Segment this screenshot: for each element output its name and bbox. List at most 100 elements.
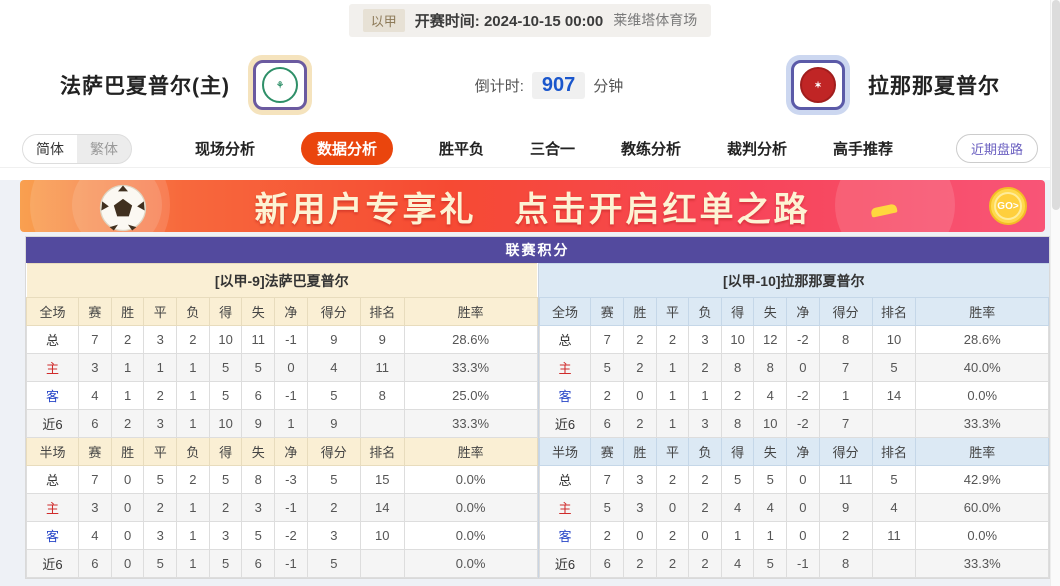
stat-cell: 2 (623, 353, 657, 382)
nav-tab-item[interactable]: 教练分析 (621, 141, 682, 158)
stat-cell: 5 (871, 353, 917, 382)
nav-tab-active[interactable]: 数据分析 (300, 132, 393, 165)
stat-cell: 10 (753, 409, 788, 438)
stat-cell: 0 (786, 465, 820, 494)
column-header-cell: 平 (143, 437, 178, 466)
column-header-cell: 排名 (871, 297, 917, 326)
stat-cell: 1 (176, 549, 210, 578)
column-header-cell: 赛 (590, 297, 625, 326)
home-logo-frame: ⚘ (253, 60, 307, 110)
stat-cell: 14 (359, 493, 405, 522)
stat-cell: 6 (78, 409, 112, 438)
nav-tab-item[interactable]: 裁判分析 (727, 141, 788, 158)
stat-cell: 5 (241, 521, 276, 550)
column-header-cell: 半场 (25, 437, 80, 466)
stat-cell: 2 (143, 381, 178, 410)
stat-cell: -1 (274, 549, 308, 578)
stat-cell: 2 (590, 381, 625, 410)
stat-cell: 6 (241, 381, 276, 410)
stat-cell: 4 (720, 549, 755, 578)
stat-cell: 2 (655, 465, 690, 494)
stat-cell: 9 (241, 409, 276, 438)
stat-cell: 6 (590, 549, 625, 578)
stat-cell: 1 (110, 353, 145, 382)
stat-cell: 1 (143, 353, 178, 382)
lang-simplified-option[interactable]: 简体 (23, 134, 77, 163)
column-header-cell: 得分 (306, 437, 361, 466)
stat-cell: 0 (655, 493, 690, 522)
row-label: 近6 (25, 409, 80, 438)
stat-cell: 5 (208, 465, 243, 494)
stat-cell: 6 (590, 409, 625, 438)
stat-cell: 4 (753, 493, 788, 522)
stat-cell: -1 (274, 381, 308, 410)
column-header-cell: 胜 (623, 297, 657, 326)
stat-cell: 3 (78, 353, 112, 382)
column-header-cell: 赛 (590, 437, 625, 466)
scrollbar[interactable] (1050, 0, 1060, 586)
row-label: 客 (538, 381, 592, 410)
nav-tab-item[interactable]: 高手推荐 (833, 141, 894, 158)
stat-cell: 2 (688, 353, 722, 382)
promo-banner[interactable]: 新用户专享礼 点击开启红单之路 GO> (20, 180, 1045, 232)
stat-cell: 5 (208, 381, 243, 410)
table-row: 主 3 1 1 1 5 5 0 4 11 33.3% (25, 353, 538, 382)
stat-cell: 14 (871, 381, 917, 410)
column-header-cell: 净 (274, 297, 308, 326)
countdown-unit: 分钟 (593, 77, 624, 95)
stat-cell: 1 (655, 353, 690, 382)
lang-traditional-option[interactable]: 繁体 (90, 140, 118, 157)
language-toggle[interactable]: 简体 繁体 (22, 133, 132, 164)
nav-tab-item[interactable]: 现场分析 (194, 141, 255, 158)
column-header-cell: 平 (655, 297, 690, 326)
stat-cell: 0.0% (915, 381, 1049, 410)
stat-cell: 7 (818, 353, 873, 382)
nav-bar: 简体 繁体 现场分析 数据分析 胜平负 三合一 教练分析 裁判分析 高手推荐 近期盘路 (0, 130, 1060, 168)
team-header-row: [以甲-9]法萨巴夏普尔 (26, 263, 537, 298)
stat-cell: 10 (359, 521, 405, 550)
column-header-cell: 全场 (25, 297, 80, 326)
stat-cell: 2 (590, 521, 625, 550)
go-button[interactable]: GO> (989, 187, 1027, 225)
stat-cell: 3 (143, 325, 178, 354)
scrollbar-thumb[interactable] (1052, 0, 1060, 210)
stat-cell: 11 (241, 325, 276, 354)
column-header-cell: 得分 (306, 297, 361, 326)
stat-cell: 9 (818, 493, 873, 522)
table-row: 近6 6 2 3 1 10 9 1 9 33.3% (25, 409, 538, 438)
stat-cell: 0 (786, 493, 820, 522)
column-header-cell: 胜率 (403, 437, 538, 466)
nav-tabs: 现场分析 数据分析 胜平负 三合一 教练分析 裁判分析 高手推荐 (132, 132, 956, 165)
stat-cell: 2 (688, 465, 722, 494)
column-header-row: 全场赛胜平负得失净得分 排名 胜率 (25, 297, 538, 326)
stats-table: [以甲-9]法萨巴夏普尔 全场赛胜平负得失净得分 排名 胜率总 7 2 3 2 10 11 -1 9 9… (25, 263, 538, 578)
stat-cell: 25.0% (403, 381, 538, 410)
stat-cell: 0 (623, 521, 657, 550)
stat-cell (871, 409, 917, 438)
table-row: 客 4 1 2 1 5 6 -1 5 8 25.0% (25, 381, 538, 410)
stat-cell: 2 (655, 521, 690, 550)
table-row: 近6 6 2 2 2 4 5 -1 8 33.3% (538, 549, 1049, 578)
nav-tab-item[interactable]: 三合一 (529, 141, 575, 158)
row-label: 客 (25, 521, 80, 550)
stat-cell: 2 (623, 325, 657, 354)
stat-cell: 7 (78, 325, 112, 354)
banner-text-right: 点击开启红单之路 (514, 190, 811, 229)
row-label: 近6 (538, 549, 592, 578)
home-stats-half: [以甲-9]法萨巴夏普尔 全场赛胜平负得失净得分 排名 胜率总 7 2 3 2 10 11 -1 9 9… (25, 263, 538, 578)
stat-cell: 5 (753, 465, 788, 494)
recent-odds-button[interactable]: 近期盘路 (955, 134, 1038, 163)
stat-cell: 5 (753, 549, 788, 578)
team-header-row: [以甲-10]拉那那夏普尔 (539, 263, 1049, 298)
column-header-cell: 负 (176, 297, 210, 326)
nav-tab-item[interactable]: 胜平负 (438, 141, 484, 158)
countdown-value: 907 (531, 71, 586, 99)
stat-cell: 0 (786, 353, 820, 382)
column-header-cell: 平 (143, 297, 178, 326)
column-header-cell: 得 (720, 297, 755, 326)
column-header-cell: 得 (208, 297, 243, 326)
column-header-cell: 失 (753, 297, 788, 326)
column-header-cell: 失 (753, 437, 788, 466)
stat-cell: -1 (786, 549, 820, 578)
stat-cell: 40.0% (915, 353, 1049, 382)
